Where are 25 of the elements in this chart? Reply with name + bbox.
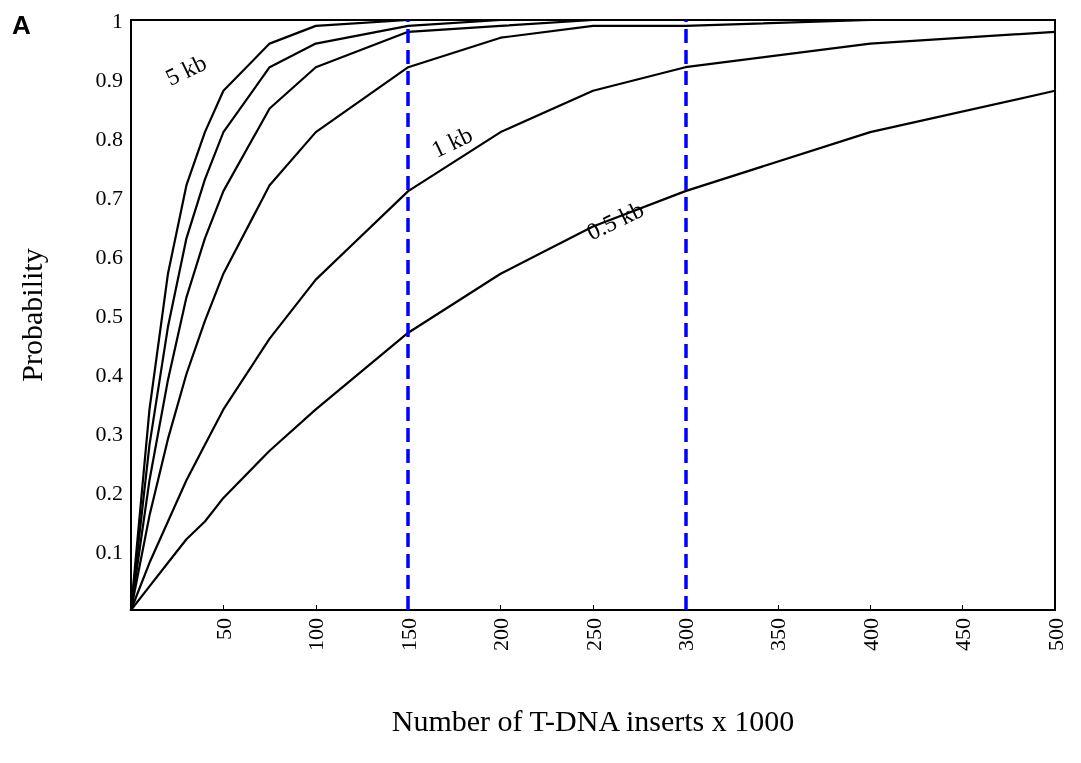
x-tick-label: 400 [857,618,883,651]
y-tick-label: 0.4 [95,361,123,387]
x-axis-title: Number of T-DNA inserts x 1000 [391,703,795,737]
y-tick-label: 0.6 [95,243,123,269]
y-tick-label: 0.2 [95,479,123,505]
y-tick-label: 0.8 [95,125,123,151]
y-tick-label: 0.9 [95,66,123,92]
x-tick-label: 200 [488,618,514,651]
x-tick-label: 450 [950,618,976,651]
y-tick-label: 0.7 [95,184,123,210]
annotation: 5 kb [161,49,211,91]
y-tick-label: 0.3 [95,420,123,446]
x-tick-label: 300 [672,618,698,651]
y-tick-label: 0.5 [95,302,123,328]
y-tick-label: 1 [112,7,123,33]
x-tick-label: 250 [580,618,606,651]
y-axis-title: Probability [14,248,48,382]
y-tick-label: 0.1 [95,538,123,564]
x-tick-label: 100 [303,618,329,651]
annotation: 1 kb [427,121,477,163]
x-tick-label: 50 [210,618,236,640]
x-tick-label: 150 [395,618,421,651]
x-tick-label: 500 [1042,618,1068,651]
text: A [12,10,31,40]
x-tick-label: 350 [765,618,791,651]
